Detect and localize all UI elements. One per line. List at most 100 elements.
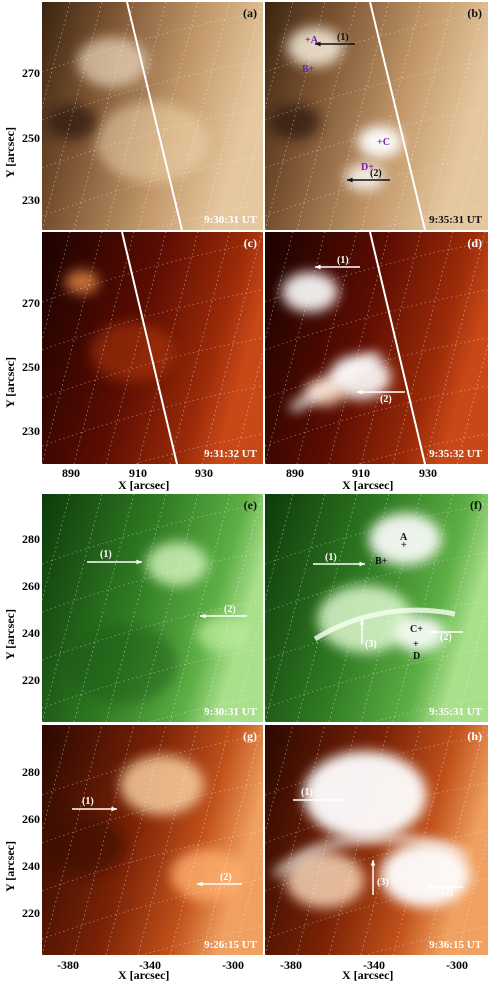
grid-line	[360, 494, 422, 722]
annotation-label: C+	[410, 624, 423, 635]
panel-f: (f) 9:35:31 UT (1) A + B+ (3) C+ + D (2)	[265, 494, 488, 722]
top-xlabel-c: X [arcsec]	[118, 478, 170, 492]
arrow-head	[370, 860, 376, 866]
panel-timestamp: 9:30:31 UT	[204, 706, 257, 718]
emission-blob	[303, 751, 427, 839]
emission-blob	[357, 126, 403, 158]
arrow-head	[200, 613, 206, 619]
grid-line	[296, 494, 358, 722]
bottom-xtick-g-1: -340	[139, 958, 161, 972]
annotation-label: D+	[361, 162, 374, 173]
grid-line	[296, 2, 358, 230]
emission-blob	[287, 27, 343, 67]
annotation-label: A	[400, 532, 408, 543]
panel-label: (c)	[243, 236, 257, 250]
emission-blob	[329, 355, 391, 399]
grid-line	[364, 926, 488, 955]
top-xlabel-d: X [arcsec]	[342, 478, 394, 492]
panel-label: (h)	[467, 729, 482, 743]
grid-line	[201, 725, 263, 955]
emission-blob	[170, 849, 244, 901]
arrow-head	[359, 561, 365, 567]
bottom-xtick-g-0: -380	[57, 958, 79, 972]
panel-c: (c) 9:31:32 UT	[42, 232, 263, 464]
top-ytick-1-lower: 250	[22, 360, 40, 374]
grid-line	[105, 2, 167, 230]
grid-line	[137, 494, 199, 722]
top-xtick-c-1: 910	[129, 466, 147, 480]
arrow-head	[430, 629, 436, 635]
panel-timestamp: 9:30:31 UT	[204, 214, 257, 226]
grid-line	[265, 107, 488, 169]
top-ytick-0-lower: 270	[22, 296, 40, 310]
grid-line	[265, 2, 326, 230]
annotation-label: (1)	[301, 787, 313, 798]
grid-line	[265, 830, 488, 892]
emission-blob	[77, 37, 147, 87]
emission-blob	[96, 102, 208, 182]
bottom-ytick-2-lower: 240	[22, 859, 40, 873]
emission-blob	[345, 163, 385, 191]
panel-timestamp: 9:26:15 UT	[204, 939, 257, 951]
bottom-xlabel-h: X [arcsec]	[342, 968, 394, 982]
grid-line	[265, 503, 488, 565]
grid-line	[265, 551, 488, 613]
grid-line	[456, 110, 488, 230]
panel-a: (a) 9:30:31 UT	[42, 2, 263, 230]
annotation-label: B+	[302, 64, 315, 75]
bottom-xtick-h-0: -380	[280, 958, 302, 972]
grid-line	[73, 2, 135, 230]
limb-line	[369, 2, 426, 230]
panel-timestamp: 9:35:31 UT	[429, 706, 482, 718]
grid-line	[265, 59, 488, 121]
bottom-ytick-1: 260	[22, 579, 40, 593]
arrow-head	[136, 559, 142, 565]
annotation-label: (2)	[440, 632, 452, 643]
grid-line	[265, 385, 488, 447]
limb-line	[126, 2, 183, 230]
grid-line	[42, 494, 103, 722]
grid-line	[328, 2, 390, 230]
top-xtick-c-0: 890	[62, 466, 80, 480]
grid-line	[265, 647, 488, 709]
bottom-xtick-g-2: -300	[222, 958, 244, 972]
emission-blob	[90, 322, 174, 382]
arrow-head	[111, 806, 117, 812]
grid-line	[328, 725, 390, 955]
arrow-head	[315, 264, 321, 270]
bottom-ytick-0: 280	[22, 532, 40, 546]
panel-timestamp: 9:31:32 UT	[204, 448, 257, 460]
annotation-label: (3)	[365, 639, 377, 650]
grid-line	[169, 725, 231, 955]
grid-line	[42, 725, 103, 955]
grid-line	[169, 2, 231, 230]
emission-blob	[394, 616, 446, 652]
panel-d: (d) 9:35:32 UT (1) (2)	[265, 232, 488, 464]
grid-line	[137, 725, 199, 955]
annotation-label: (2)	[224, 604, 236, 615]
emission-blob	[146, 542, 208, 586]
grid-line	[201, 494, 263, 722]
annotation-label: (1)	[337, 255, 349, 266]
annotation-label: (1)	[337, 32, 349, 43]
grid-line	[360, 725, 422, 955]
panel-label: (d)	[467, 236, 482, 250]
grid-line	[105, 494, 167, 722]
annotation-label: (2)	[370, 168, 382, 179]
grid-line	[73, 725, 135, 955]
grid-line	[424, 494, 486, 722]
grid-line	[424, 725, 486, 955]
top-ytick-1: 250	[22, 131, 40, 145]
emission-blob	[65, 270, 99, 294]
panel-e: (e) 9:30:31 UT (1) (2)	[42, 494, 263, 722]
annotation-label: (3)	[377, 877, 389, 888]
grid-line	[392, 2, 454, 230]
annotation-label: (1)	[325, 552, 337, 563]
grid-line	[371, 203, 488, 230]
top-ytick-2: 230	[22, 193, 40, 207]
annotation-label: (2)	[220, 872, 232, 883]
panel-g: (g) 9:26:15 UT (1) (2)	[42, 725, 263, 955]
grid-line	[265, 494, 326, 722]
bottom-xtick-h-2: -300	[446, 958, 468, 972]
emission-blob	[120, 755, 204, 815]
